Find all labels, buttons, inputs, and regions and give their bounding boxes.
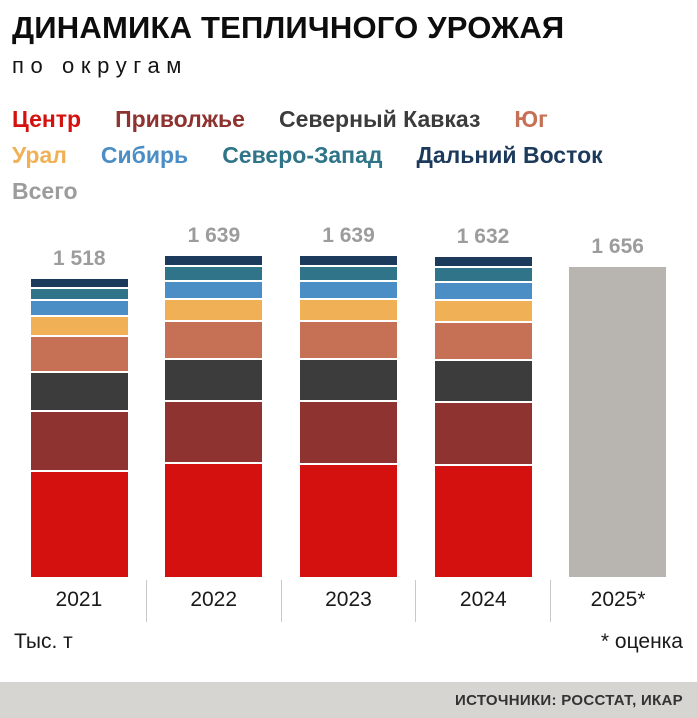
legend-item: Юг <box>514 105 548 132</box>
legend-item: Северо-Запад <box>222 141 383 168</box>
bar-segment <box>30 411 128 470</box>
legend-item: Всего <box>12 177 78 204</box>
bar-segment <box>299 401 397 463</box>
bar-segment <box>165 321 263 358</box>
bar-segment <box>299 266 397 280</box>
bar-total-label: 1 518 <box>53 246 106 270</box>
bar-column: 1 632 <box>416 219 551 577</box>
bar-segment <box>165 401 263 462</box>
bar-column: 1 518 <box>12 219 147 577</box>
bar-segment <box>434 282 532 299</box>
bar-segment <box>434 256 532 266</box>
bar-segment <box>165 299 263 320</box>
legend-item: Северный Кавказ <box>278 105 481 132</box>
bar-total-label: 1 656 <box>591 234 644 258</box>
bar-segment <box>299 464 397 577</box>
page-subtitle: по округам <box>12 52 189 78</box>
bar-segment <box>30 278 128 287</box>
x-axis-label: 2022 <box>145 579 281 622</box>
bar-segment <box>165 266 263 280</box>
bar-segment <box>165 255 263 265</box>
legend-item: Урал <box>12 141 67 168</box>
unit-label: Тыс. т <box>14 629 73 653</box>
legend-item: Приволжье <box>115 105 245 132</box>
infographic: ДИНАМИКА ТЕПЛИЧНОГО УРОЖАЯ по округам Це… <box>0 10 697 654</box>
bar-segment <box>299 299 397 320</box>
bar-column: 1 639 <box>281 219 416 577</box>
bar-column: 1 639 <box>147 219 282 577</box>
legend-item: Сибирь <box>100 141 189 168</box>
bar-stack <box>30 278 128 577</box>
chart-notes: Тыс. т * оценка <box>12 622 685 654</box>
chart-plot-area: 1 518 1 639 1 639 1 632 1 656 <box>12 219 685 577</box>
legend-row: Урал Сибирь Северо-Запад Дальний Восток <box>12 137 685 173</box>
bar-stack <box>299 255 397 577</box>
bar-segment <box>30 316 128 335</box>
bar-segment <box>165 359 263 400</box>
legend-row: Всего <box>12 173 685 209</box>
bar-segment-total-estimate <box>569 266 667 577</box>
bar-stack <box>569 266 667 577</box>
bar-segment <box>30 471 128 577</box>
x-axis-label: 2021 <box>55 587 103 611</box>
bar-stack <box>165 255 263 577</box>
bar-column: 1 656 <box>550 219 685 577</box>
legend-item: Центр <box>12 105 82 132</box>
x-axis-label: 2025* <box>550 579 685 622</box>
page-title: ДИНАМИКА ТЕПЛИЧНОГО УРОЖАЯ <box>12 10 565 45</box>
bar-segment <box>434 360 532 401</box>
bar-segment <box>434 402 532 464</box>
bar-segment <box>30 288 128 299</box>
bar-segment <box>165 281 263 298</box>
bar-total-label: 1 632 <box>456 224 510 248</box>
bar-segment <box>299 255 397 265</box>
source-band: ИСТОЧНИКИ: РОССТАТ, ИКАР <box>0 682 697 718</box>
bar-segment <box>30 336 128 371</box>
bar-segment <box>434 300 532 321</box>
stacked-bar-chart: 1 518 1 639 1 639 1 632 1 656 2021 2022 2023 20… <box>12 219 685 622</box>
bar-segment <box>434 267 532 281</box>
bar-stack <box>434 256 532 577</box>
bar-segment <box>434 465 532 577</box>
bar-segment <box>30 300 128 315</box>
bar-total-label: 1 639 <box>187 223 241 247</box>
sources-note: ИСТОЧНИКИ: РОССТАТ, ИКАР <box>455 691 683 709</box>
bar-segment <box>299 321 397 358</box>
x-axis-label: 2023 <box>280 579 416 622</box>
bar-segment <box>434 322 532 359</box>
legend: Центр Приволжье Северный Кавказ Юг Урал Сибир… <box>12 101 685 209</box>
bar-segment <box>30 372 128 410</box>
x-axis: 2021 2022 2023 2024 2025* <box>12 579 685 622</box>
bar-segment <box>165 463 263 577</box>
x-axis-label: 2024 <box>415 579 550 622</box>
legend-item: Дальний Восток <box>416 141 603 168</box>
bar-segment <box>299 281 397 298</box>
bar-total-label: 1 639 <box>322 223 375 247</box>
legend-row: Центр Приволжье Северный Кавказ Юг <box>12 101 685 137</box>
bar-segment <box>299 359 397 400</box>
estimate-note: * оценка <box>600 629 683 653</box>
